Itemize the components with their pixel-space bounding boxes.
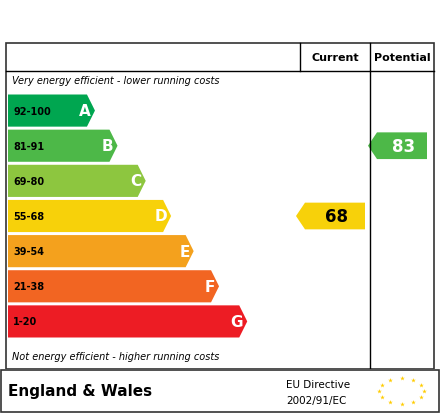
Text: England & Wales: England & Wales <box>8 384 152 399</box>
Polygon shape <box>8 271 219 303</box>
Text: EU Directive: EU Directive <box>286 380 350 389</box>
Polygon shape <box>8 165 146 197</box>
Polygon shape <box>8 131 117 162</box>
Polygon shape <box>296 203 365 230</box>
Text: B: B <box>102 139 114 154</box>
Text: F: F <box>205 279 215 294</box>
Text: Not energy efficient - higher running costs: Not energy efficient - higher running co… <box>12 351 220 361</box>
Text: 1-20: 1-20 <box>13 317 37 327</box>
Text: 2002/91/EC: 2002/91/EC <box>286 395 346 405</box>
Text: Energy Efficiency Rating: Energy Efficiency Rating <box>10 11 298 31</box>
Text: 69-80: 69-80 <box>13 176 44 186</box>
Polygon shape <box>8 306 247 338</box>
Text: 68: 68 <box>326 207 348 225</box>
Text: A: A <box>79 104 91 119</box>
Text: 81-91: 81-91 <box>13 141 44 151</box>
Text: E: E <box>179 244 190 259</box>
Text: Current: Current <box>311 53 359 63</box>
Text: 21-38: 21-38 <box>13 282 44 292</box>
Text: C: C <box>131 174 142 189</box>
Polygon shape <box>8 95 95 127</box>
Polygon shape <box>368 133 427 160</box>
Text: G: G <box>231 314 243 329</box>
Text: Very energy efficient - lower running costs: Very energy efficient - lower running co… <box>12 76 220 86</box>
Text: Potential: Potential <box>374 53 430 63</box>
Text: 83: 83 <box>392 138 415 155</box>
Text: 92-100: 92-100 <box>13 106 51 116</box>
Text: D: D <box>154 209 167 224</box>
Polygon shape <box>8 235 194 268</box>
Text: 55-68: 55-68 <box>13 211 44 221</box>
Text: 39-54: 39-54 <box>13 247 44 256</box>
Polygon shape <box>8 200 171 233</box>
